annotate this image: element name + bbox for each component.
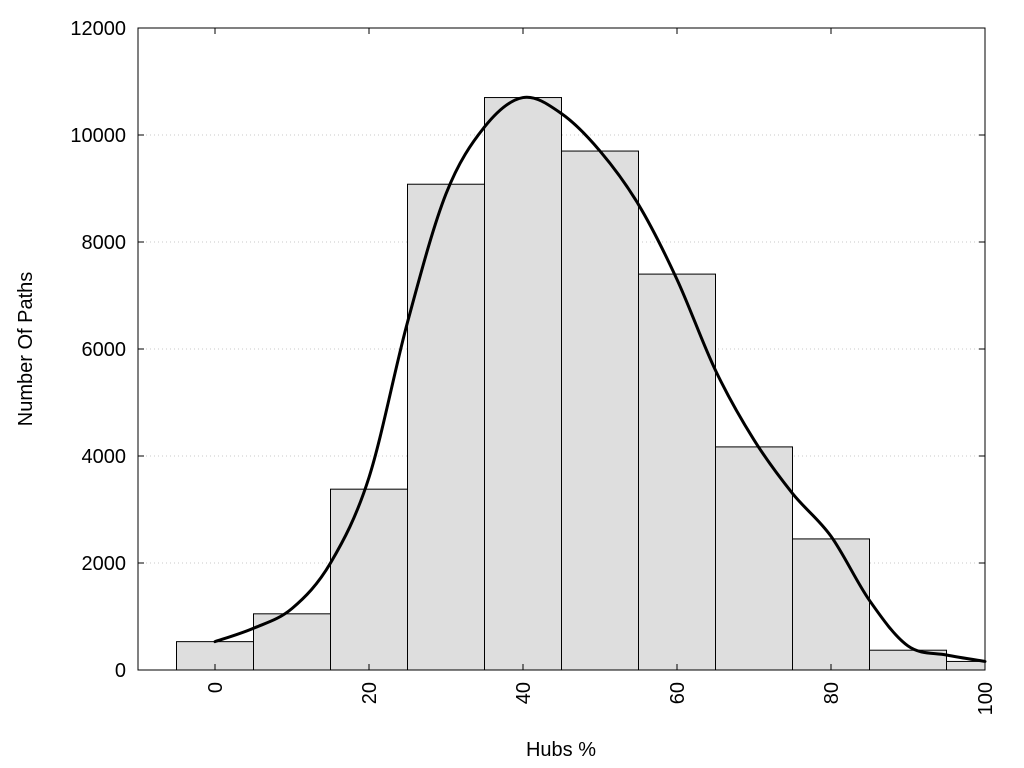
bar (946, 660, 986, 671)
bar (484, 97, 562, 671)
x-axis: 0 20 40 60 80 100 (205, 28, 997, 715)
y-tick-label: 2000 (82, 553, 127, 575)
bar (407, 183, 485, 671)
y-tick-label: 6000 (82, 339, 127, 361)
x-tick-label: 40 (513, 682, 535, 704)
bar (715, 446, 793, 671)
y-axis: 0 2000 4000 6000 8000 10000 12000 (70, 18, 985, 682)
x-axis-label: Hubs % (526, 739, 596, 761)
y-axis-label: Number Of Paths (15, 272, 37, 427)
density-curve (213, 95, 987, 663)
y-tick-label: 10000 (70, 125, 126, 147)
bar (792, 538, 870, 671)
x-tick-label: 80 (821, 682, 843, 704)
x-tick-label: 0 (205, 682, 227, 693)
bar (638, 273, 716, 671)
x-tick-label: 60 (667, 682, 689, 704)
y-tick-label: 12000 (70, 18, 126, 40)
y-tick-label: 8000 (82, 232, 127, 254)
bars (176, 97, 986, 671)
x-tick-label: 20 (359, 682, 381, 704)
y-tick-label: 4000 (82, 446, 127, 468)
x-tick-label: 100 (975, 682, 997, 715)
y-tick-label: 0 (115, 660, 126, 682)
bar (330, 488, 408, 671)
bar (561, 150, 639, 671)
